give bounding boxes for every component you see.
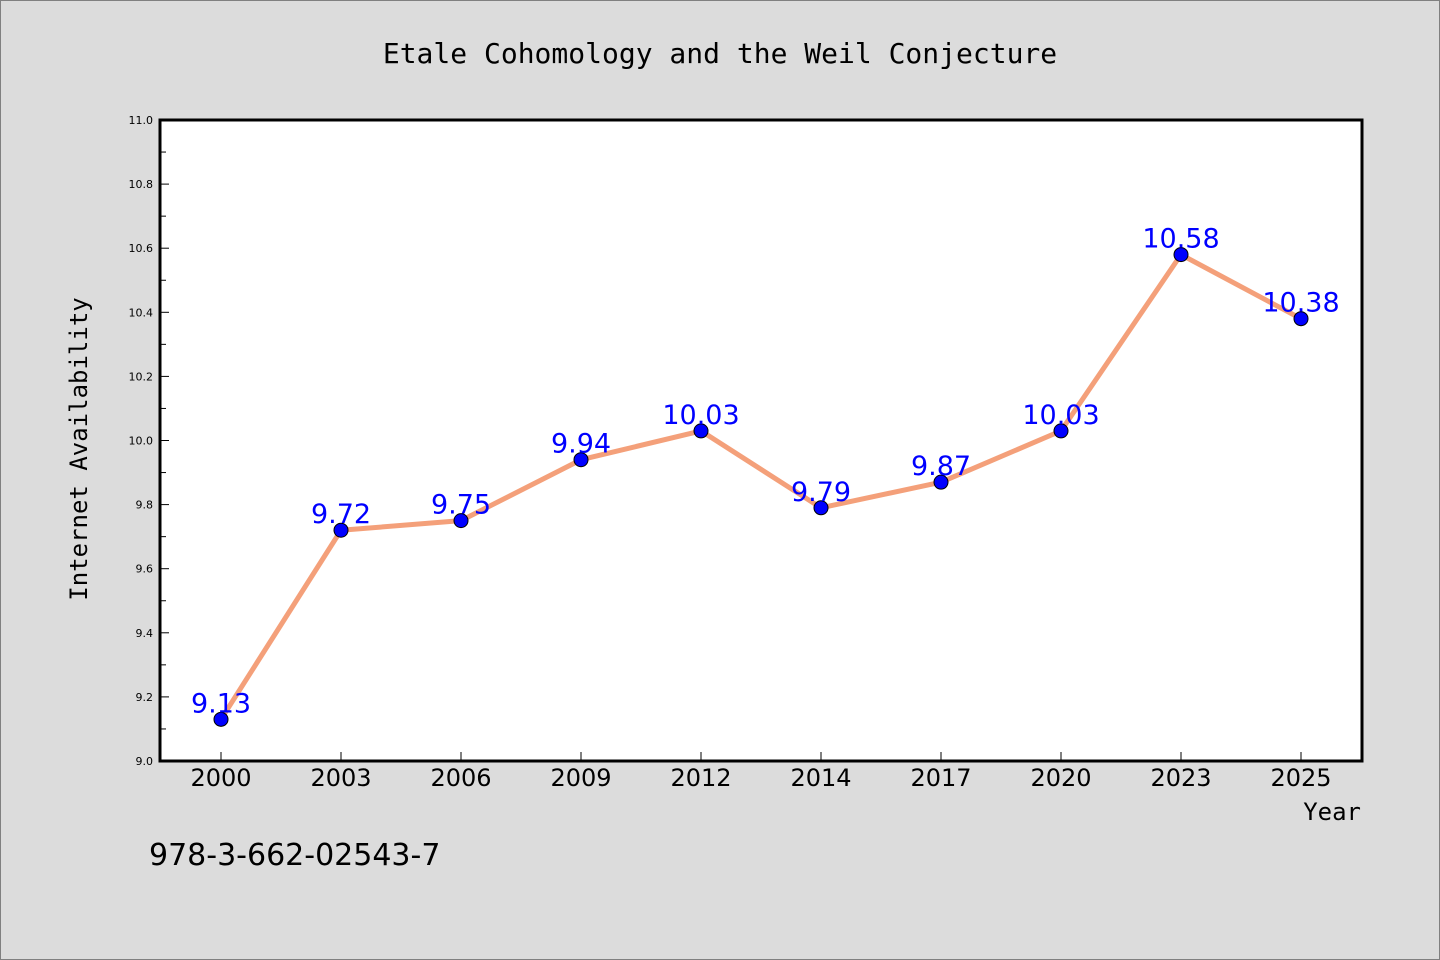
y-tick-label: 10.8 <box>129 178 154 191</box>
data-label: 10.03 <box>1022 400 1099 431</box>
data-point <box>693 423 709 439</box>
x-tick-label: 2000 <box>190 764 251 792</box>
data-point <box>813 500 829 516</box>
y-tick-label: 11.0 <box>129 114 154 127</box>
data-point <box>333 522 349 538</box>
series-line <box>218 252 1304 722</box>
data-point <box>453 513 469 529</box>
chart-title: Etale Cohomology and the Weil Conjecture <box>383 37 1057 70</box>
plot-area <box>158 118 1364 763</box>
x-axis-label: Year <box>1303 798 1361 826</box>
x-tick-label: 2014 <box>790 764 851 792</box>
x-tick-label: 2012 <box>670 764 731 792</box>
data-point <box>573 452 589 468</box>
data-label: 10.58 <box>1142 224 1219 255</box>
y-axis-label: Internet Availability <box>65 297 93 600</box>
x-tick-label: 2017 <box>910 764 971 792</box>
y-tick-label: 9.6 <box>136 563 154 576</box>
data-label: 9.72 <box>311 499 371 530</box>
data-label: 10.38 <box>1262 288 1339 319</box>
isbn-text: 978-3-662-02543-7 <box>149 838 440 873</box>
x-tick-label: 2009 <box>550 764 611 792</box>
data-label: 9.94 <box>551 429 611 460</box>
data-label: 9.13 <box>191 688 251 719</box>
y-tick-label: 10.2 <box>129 370 154 383</box>
x-tick-label: 2006 <box>430 764 491 792</box>
y-tick-label: 9.0 <box>136 755 154 768</box>
data-label: 9.75 <box>431 490 491 521</box>
x-axis: 2000 2003 2006 2009 2012 2014 2017 2020 2023 2025 <box>190 752 1332 792</box>
series-line-group: 9.13 9.72 9.75 9.94 10.03 9.79 9.87 10.03 10.58 1… <box>191 224 1340 727</box>
y-tick-label: 10.4 <box>129 306 154 319</box>
y-tick-label: 10.6 <box>129 242 154 255</box>
data-label: 9.79 <box>791 477 851 508</box>
data-point <box>1173 247 1189 263</box>
y-tick-label: 10.0 <box>129 435 154 448</box>
y-tick-label: 9.2 <box>136 691 154 704</box>
x-tick-label: 2023 <box>1150 764 1211 792</box>
x-tick-label: 2003 <box>310 764 371 792</box>
x-tick-label: 2025 <box>1270 764 1331 792</box>
data-label: 10.03 <box>662 400 739 431</box>
data-point <box>933 474 949 490</box>
data-point <box>1293 311 1309 327</box>
x-tick-label: 2020 <box>1030 764 1091 792</box>
data-label: 9.87 <box>911 451 971 482</box>
y-axis: 9.0 9.2 9.4 9.6 9.8 10.0 10.2 10.4 10.6 10.8 11.0 <box>129 114 169 768</box>
data-point <box>1053 423 1069 439</box>
y-tick-label: 9.8 <box>136 499 154 512</box>
data-point <box>213 711 229 727</box>
y-tick-label: 9.4 <box>136 627 154 640</box>
